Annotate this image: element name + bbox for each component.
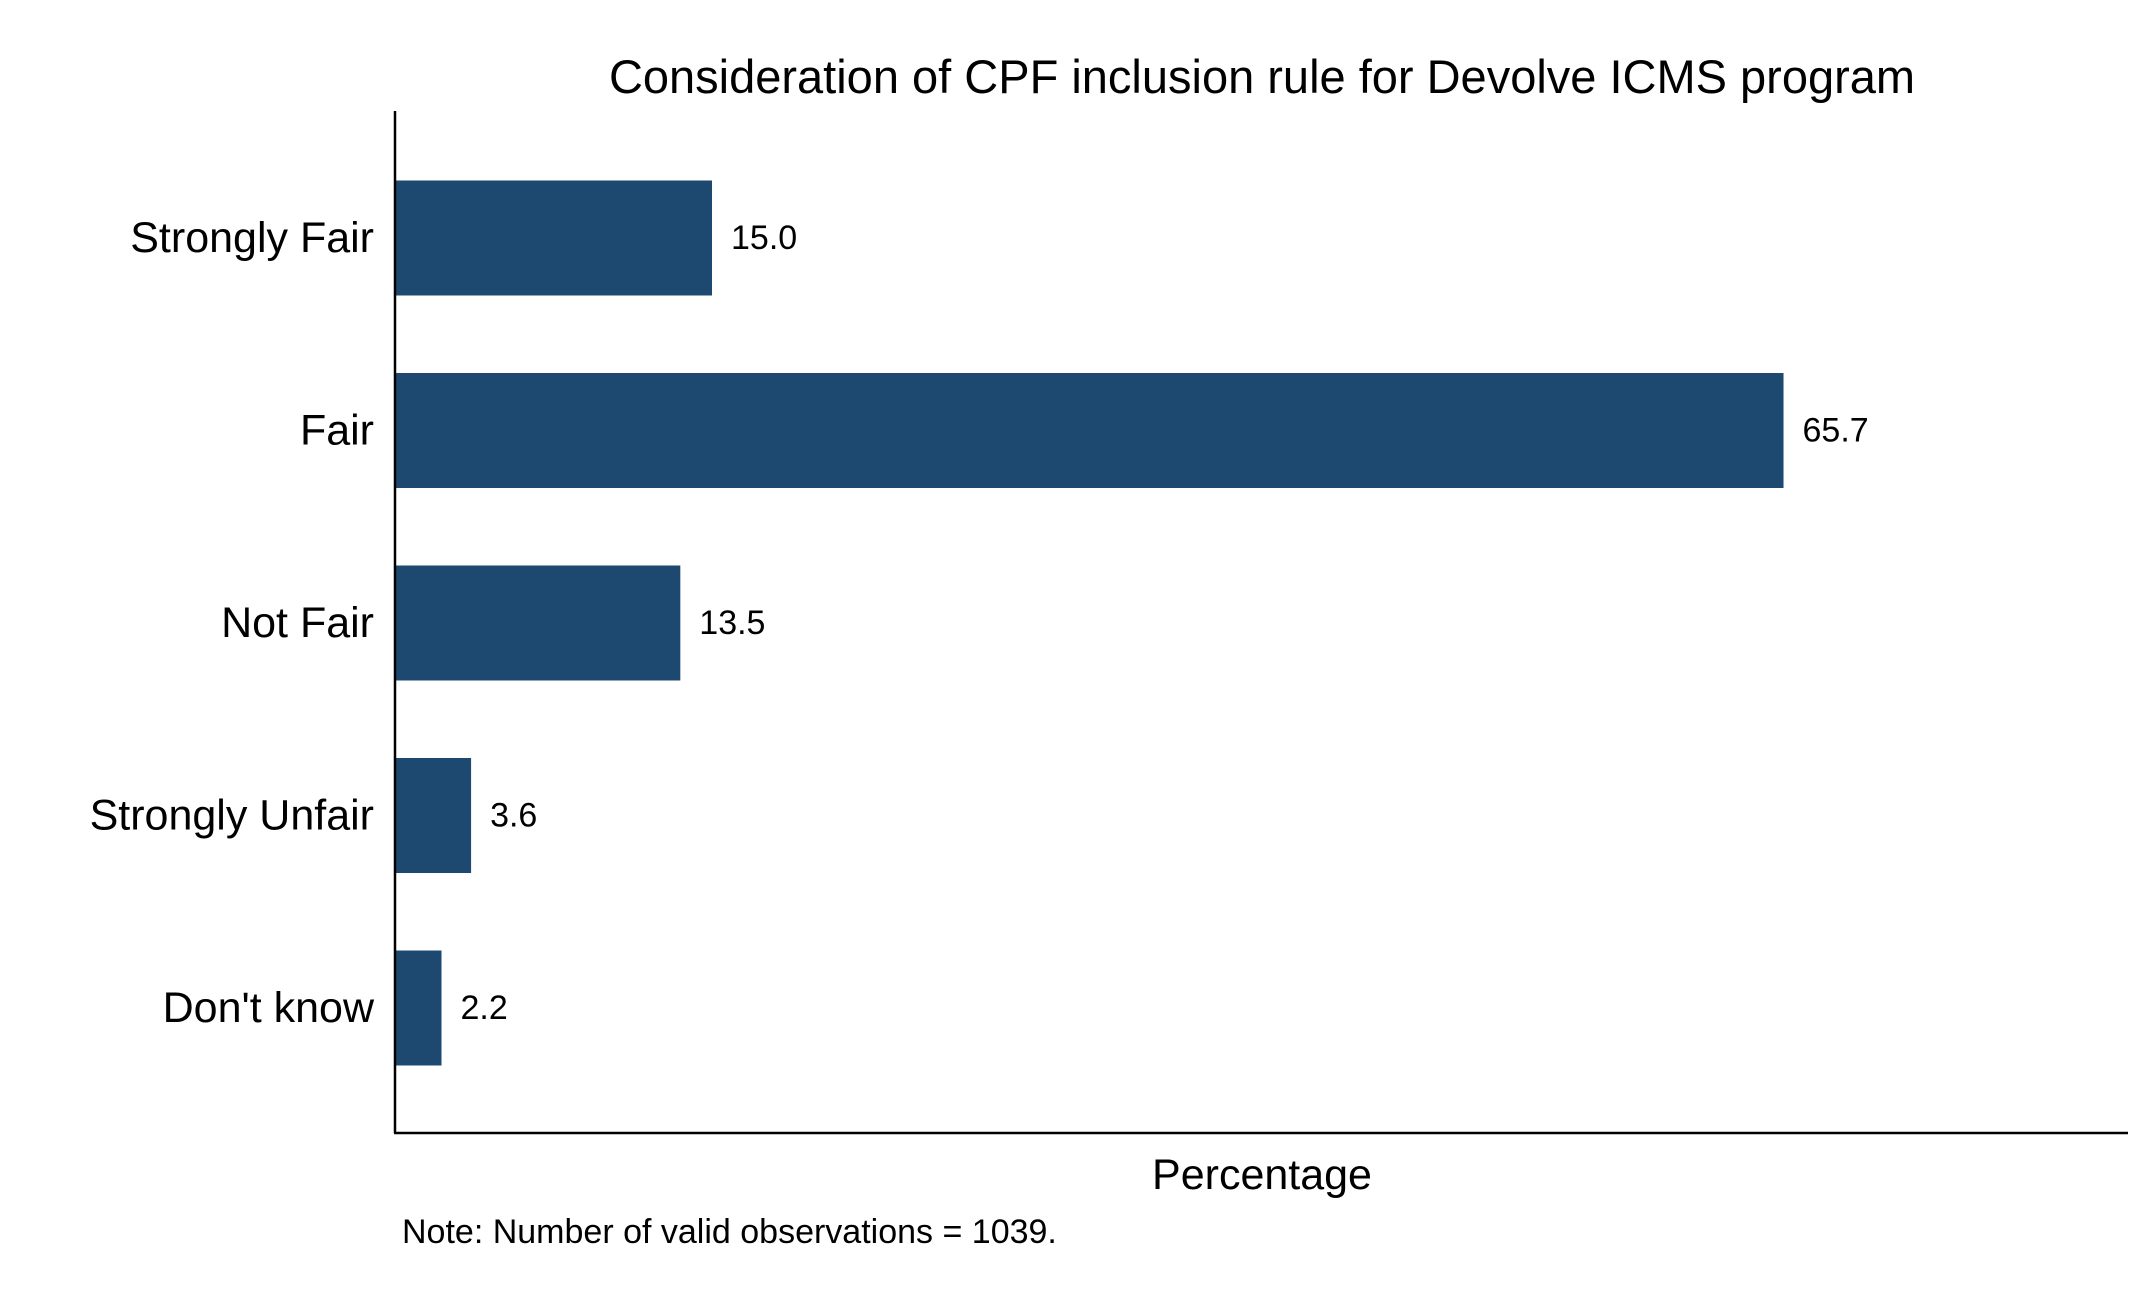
chart-title: Consideration of CPF inclusion rule for … <box>609 50 1915 103</box>
chart-note: Note: Number of valid observations = 103… <box>402 1213 1057 1251</box>
bar-fair <box>395 373 1784 488</box>
x-axis-title: Percentage <box>1152 1151 1372 1199</box>
bar-not-fair <box>395 565 681 681</box>
value-label-strongly-unfair: 3.6 <box>490 797 537 835</box>
value-label-not-fair: 13.5 <box>699 604 765 642</box>
bar-strongly-unfair <box>395 758 472 873</box>
category-label-don-t-know: Don't know <box>163 984 375 1032</box>
bar-don-t-know <box>395 950 442 1066</box>
category-label-fair: Fair <box>300 407 374 455</box>
value-labels: 15.0 65.7 13.5 3.6 2.2 <box>460 219 1868 1027</box>
category-labels: Strongly Fair Fair Not Fair Strongly Unfair… <box>90 214 375 1032</box>
value-label-strongly-fair: 15.0 <box>731 219 797 257</box>
category-label-strongly-unfair: Strongly Unfair <box>90 792 374 840</box>
bar-strongly-fair <box>395 180 713 296</box>
category-label-not-fair: Not Fair <box>221 599 374 647</box>
value-label-fair: 65.7 <box>1803 412 1869 450</box>
category-label-strongly-fair: Strongly Fair <box>130 214 374 262</box>
value-label-don-t-know: 2.2 <box>460 989 507 1027</box>
bars-layer <box>395 180 1784 1066</box>
